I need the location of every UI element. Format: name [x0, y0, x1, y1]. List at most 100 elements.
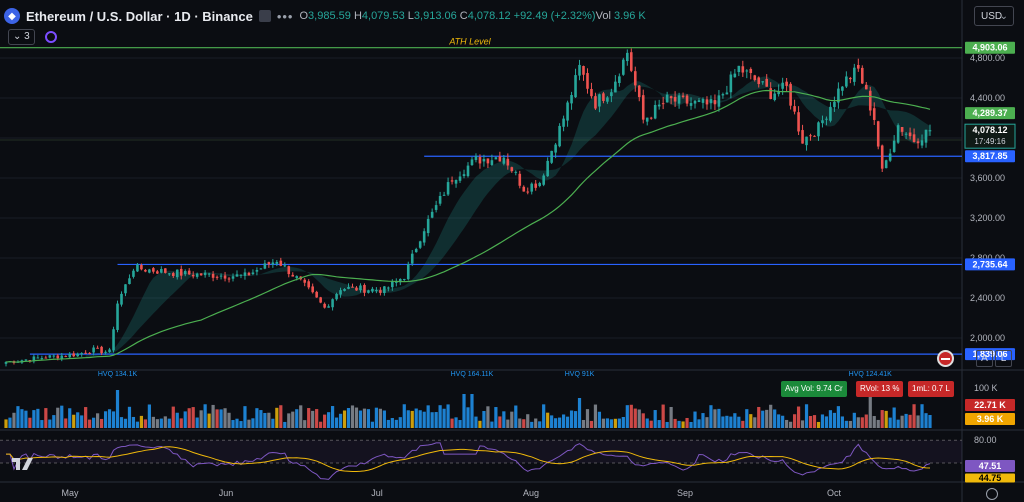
- volume-bar: [808, 416, 813, 428]
- candle: [343, 288, 346, 291]
- candle: [486, 158, 490, 164]
- candle: [633, 71, 637, 86]
- candle: [104, 351, 107, 353]
- volume-bar: [876, 419, 880, 428]
- volume-bar: [677, 420, 681, 428]
- candle: [876, 121, 880, 147]
- settings-icon[interactable]: [986, 488, 998, 500]
- candle: [805, 136, 808, 146]
- candle: [745, 70, 749, 72]
- candle: [275, 261, 279, 264]
- volume-bar: [470, 394, 474, 428]
- candle: [351, 286, 354, 288]
- volume-bar: [20, 409, 24, 428]
- log-scale-button[interactable]: L: [995, 350, 1012, 367]
- more-icon[interactable]: •••: [276, 8, 294, 24]
- symbol-title[interactable]: Ethereum / U.S. Dollar · 1D · Binance: [26, 8, 253, 24]
- candle: [68, 353, 72, 358]
- auto-scale-button[interactable]: A: [976, 350, 993, 367]
- ml-badge: 1mL: 0.7 L: [908, 381, 954, 397]
- volume-bar: [394, 419, 398, 428]
- volume-bar: [561, 414, 566, 428]
- volume-bar: [868, 388, 872, 428]
- candle: [335, 293, 338, 300]
- volume-bar: [641, 413, 645, 428]
- candle: [375, 290, 378, 292]
- candle: [52, 355, 56, 357]
- candle: [872, 108, 876, 120]
- candle: [618, 76, 621, 84]
- candle: [606, 97, 609, 102]
- price-tick-label: 4,800.00: [970, 53, 1005, 63]
- candle: [685, 95, 689, 104]
- candle: [442, 194, 446, 196]
- volume-bar: [765, 409, 769, 428]
- volume-bar: [243, 406, 247, 428]
- symbol-menu-icon[interactable]: [258, 10, 271, 22]
- volume-bar: [625, 405, 629, 428]
- candle: [72, 353, 76, 357]
- volume-bar: [370, 421, 375, 428]
- candle: [538, 183, 541, 186]
- candle: [56, 355, 60, 359]
- candle: [140, 265, 143, 270]
- volume-bar: [693, 411, 697, 428]
- candle: [916, 141, 920, 144]
- volume-bar: [418, 410, 422, 428]
- candle: [829, 106, 832, 121]
- volume-bar: [139, 415, 144, 428]
- candle: [4, 362, 8, 364]
- candle: [199, 273, 203, 276]
- ma-tag-bg: [965, 107, 1015, 120]
- volume-bar: [665, 421, 669, 428]
- rsi-value-tag-bg: [965, 460, 1015, 472]
- candle: [833, 101, 836, 108]
- candle: [24, 359, 28, 361]
- volume-bar: [179, 418, 183, 428]
- currency-select[interactable]: USD ⌄: [974, 6, 1014, 26]
- volume-bar: [263, 413, 267, 428]
- volume-bar: [522, 419, 526, 428]
- volume-bar: [24, 410, 28, 428]
- chart-header: ◆ Ethereum / U.S. Dollar · 1D · Binance …: [4, 5, 646, 27]
- volume-bar: [757, 406, 761, 428]
- symbol-info[interactable]: ◆ Ethereum / U.S. Dollar · 1D · Binance …: [4, 8, 294, 24]
- candle: [363, 284, 366, 293]
- candle: [32, 356, 36, 362]
- volume-bar: [251, 418, 255, 428]
- volume-bar: [462, 394, 466, 428]
- candle: [315, 291, 318, 298]
- candle: [598, 94, 601, 107]
- candle: [383, 286, 386, 294]
- candle: [920, 140, 924, 146]
- candle: [462, 174, 466, 177]
- volume-bar: [896, 419, 900, 428]
- volume-bar: [709, 405, 713, 428]
- candle: [837, 88, 840, 103]
- volume-bar: [342, 410, 347, 428]
- volume-bar: [621, 416, 625, 428]
- indicator-icon[interactable]: [44, 31, 57, 43]
- ohlc-l: L3,913.06: [407, 10, 457, 22]
- volume-bar: [844, 420, 848, 428]
- chevron-down-icon: ⌄: [999, 11, 1008, 22]
- volume-bar: [422, 411, 426, 428]
- indicator-collapse-button[interactable]: ⌄ 3: [8, 29, 35, 45]
- volume-bar: [119, 417, 124, 428]
- candle: [371, 288, 374, 292]
- candle: [323, 303, 326, 308]
- candle: [785, 81, 788, 86]
- us-flag-icon[interactable]: [937, 350, 954, 367]
- candle: [900, 127, 904, 132]
- candle: [853, 67, 856, 82]
- candle: [793, 106, 796, 112]
- volume-bar: [103, 411, 108, 428]
- candle: [195, 273, 199, 277]
- rsi-ma-tag: 44.75: [979, 473, 1002, 483]
- volume-bar: [386, 419, 390, 428]
- candle: [434, 205, 438, 210]
- candle: [924, 129, 928, 143]
- candle: [227, 278, 231, 280]
- volume-bar: [362, 408, 367, 428]
